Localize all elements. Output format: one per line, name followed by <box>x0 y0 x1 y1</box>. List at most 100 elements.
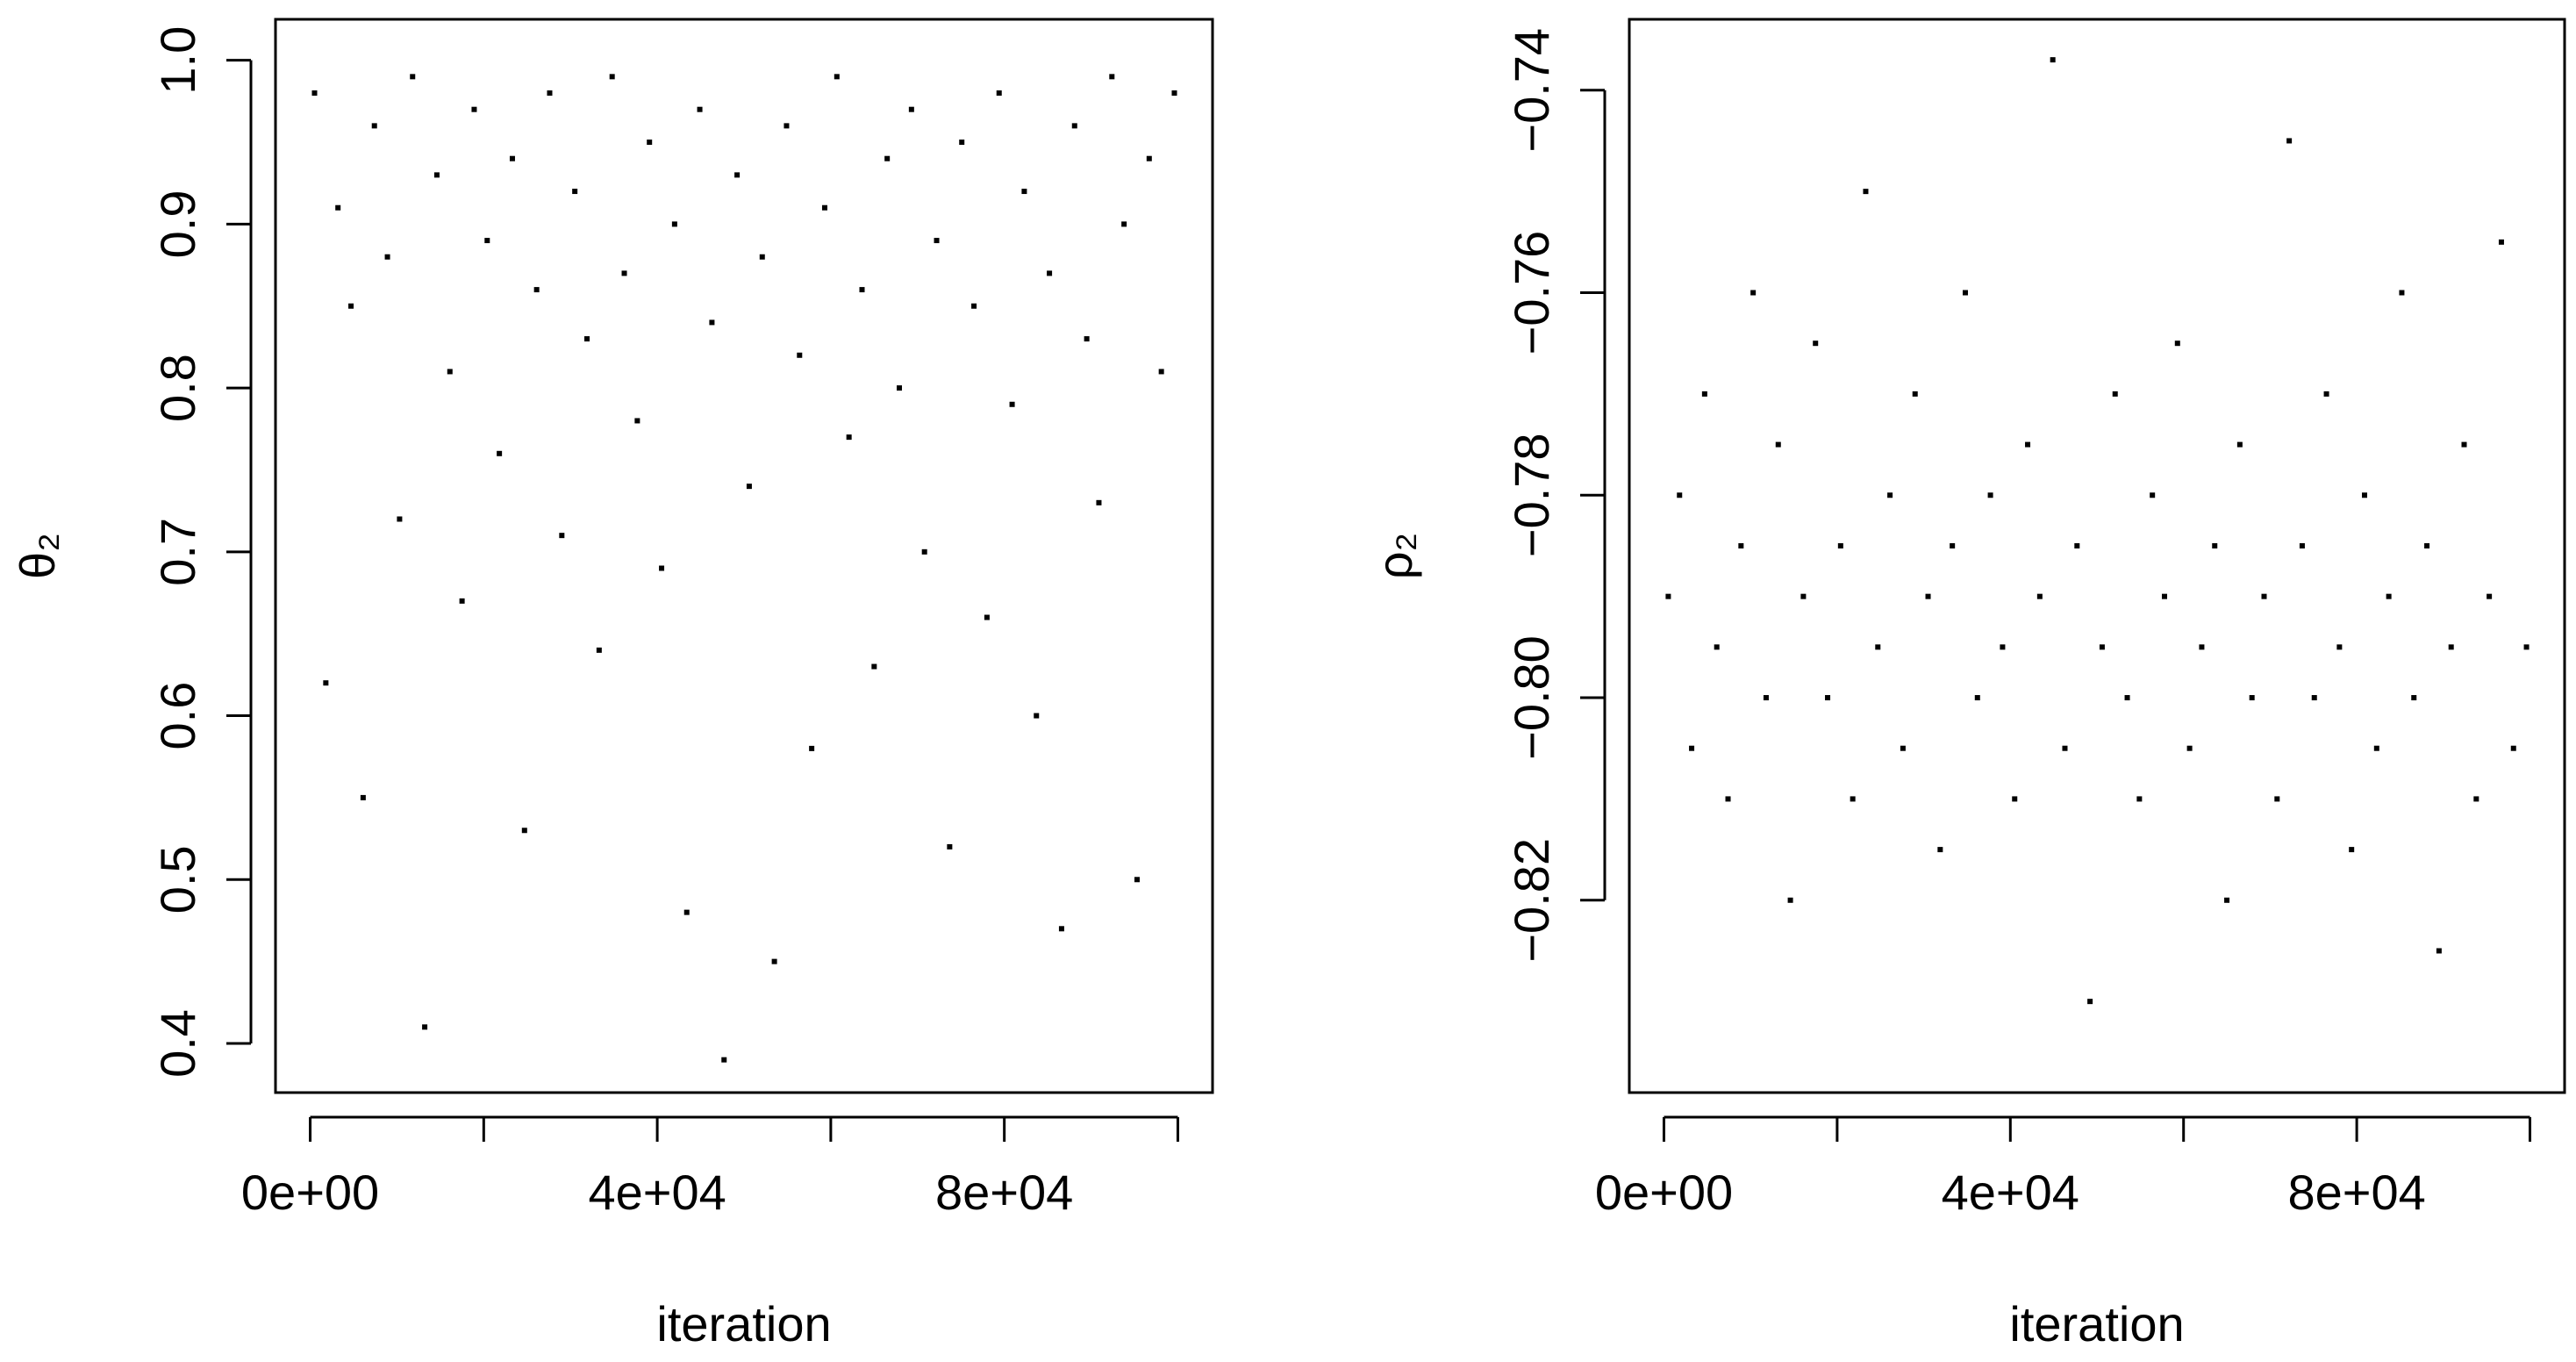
point <box>2373 745 2379 751</box>
point <box>1009 401 1015 407</box>
point <box>2361 492 2367 498</box>
point <box>1825 695 1831 701</box>
point <box>859 287 865 293</box>
y-tick-label: −0.82 <box>1504 838 1559 963</box>
point <box>846 434 852 441</box>
point <box>410 74 416 80</box>
y-tick-label: −0.76 <box>1504 231 1559 355</box>
point <box>572 189 578 195</box>
point <box>2124 695 2130 701</box>
point <box>683 909 690 915</box>
point <box>2186 745 2193 751</box>
point <box>1071 123 1077 129</box>
point <box>809 745 815 751</box>
point <box>771 958 777 964</box>
point <box>984 614 990 620</box>
point <box>2136 796 2143 802</box>
point <box>1665 593 1671 599</box>
plot-frame <box>274 18 1214 1094</box>
point <box>947 843 953 849</box>
point <box>323 680 329 686</box>
point <box>1900 745 1906 751</box>
point <box>533 287 540 293</box>
point <box>2261 593 2267 599</box>
point <box>2099 644 2105 650</box>
point <box>1677 492 1683 498</box>
point <box>2523 644 2529 650</box>
point <box>697 106 703 112</box>
point <box>559 533 565 539</box>
point <box>1925 593 1931 599</box>
y-tick-label: 0.4 <box>150 1009 205 1078</box>
point <box>1775 441 1781 448</box>
point <box>1109 74 1115 80</box>
point <box>1084 336 1090 342</box>
point <box>1689 745 1695 751</box>
y-axis-label: θ₂ <box>10 533 65 579</box>
point <box>1158 369 1164 375</box>
y-tick-label: −0.80 <box>1504 635 1559 760</box>
point <box>311 90 318 97</box>
point <box>1787 897 1793 903</box>
point <box>609 74 615 80</box>
point <box>2336 644 2343 650</box>
point <box>335 204 341 211</box>
point <box>621 270 627 276</box>
point <box>2448 644 2454 650</box>
point <box>2286 138 2293 144</box>
point <box>2025 441 2031 448</box>
point <box>1171 90 1177 97</box>
point <box>348 303 354 309</box>
point <box>1850 796 1856 802</box>
y-axis-label: ρ₂ <box>1367 533 1422 580</box>
point <box>1800 593 1807 599</box>
point <box>1863 189 1869 195</box>
point <box>447 369 453 375</box>
x-axis-label: iteration <box>2009 1296 2184 1351</box>
point <box>2399 290 2405 296</box>
y-tick-label: −0.74 <box>1504 28 1559 153</box>
point <box>1937 847 1943 853</box>
point <box>2323 391 2329 397</box>
point <box>2087 999 2093 1005</box>
point <box>1912 391 1918 397</box>
point <box>547 90 553 97</box>
point <box>422 1024 428 1030</box>
point <box>2036 593 2043 599</box>
x-tick-label: 0e+00 <box>1595 1165 1733 1220</box>
point <box>2510 745 2516 751</box>
point <box>1974 695 1980 701</box>
point <box>671 221 677 227</box>
point <box>459 598 465 604</box>
point <box>746 484 752 490</box>
point <box>2424 542 2430 548</box>
x-tick-label: 4e+04 <box>1942 1165 2079 1220</box>
point <box>2174 340 2180 347</box>
point <box>1121 221 1127 227</box>
point <box>1714 644 1720 650</box>
point <box>2473 796 2479 802</box>
point <box>584 336 590 342</box>
point <box>921 548 927 555</box>
point <box>1875 644 1881 650</box>
point <box>2212 542 2218 548</box>
point <box>397 516 403 522</box>
point <box>1887 492 1893 498</box>
point <box>897 385 903 391</box>
point <box>596 647 602 653</box>
point <box>360 794 366 800</box>
point <box>1034 713 1040 719</box>
point <box>2498 239 2504 245</box>
point <box>1701 391 1707 397</box>
point <box>1096 499 1102 505</box>
point <box>2311 695 2317 701</box>
x-axis-label: iteration <box>656 1296 831 1351</box>
point <box>659 565 665 571</box>
point <box>2386 593 2392 599</box>
point <box>971 303 977 309</box>
point <box>484 238 490 244</box>
point <box>834 74 840 80</box>
y-tick-label: 0.8 <box>150 354 205 422</box>
point <box>934 238 940 244</box>
